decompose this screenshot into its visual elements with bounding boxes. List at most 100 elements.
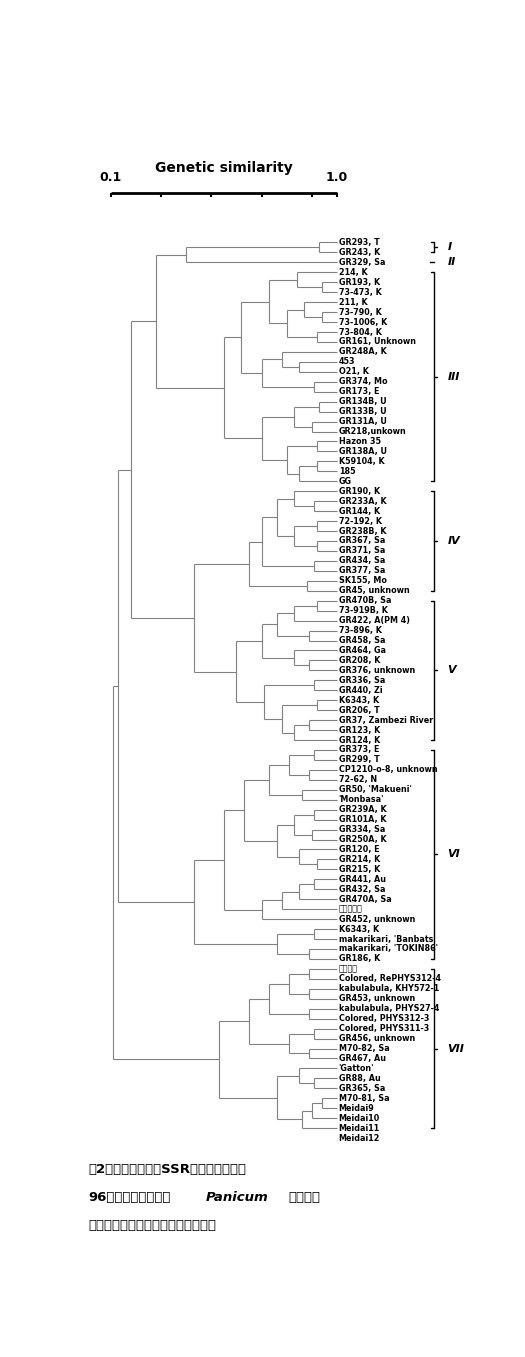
Text: GR329, Sa: GR329, Sa — [339, 258, 385, 267]
Text: 73-790, K: 73-790, K — [339, 308, 382, 316]
Text: 73-1006, K: 73-1006, K — [339, 318, 387, 327]
Text: 73-473, K: 73-473, K — [339, 288, 382, 297]
Text: GR161, Unknown: GR161, Unknown — [339, 338, 416, 346]
Text: GR365, Sa: GR365, Sa — [339, 1084, 385, 1092]
Text: Meidai9: Meidai9 — [339, 1103, 374, 1113]
Text: Colored, PHYS311-3: Colored, PHYS311-3 — [339, 1025, 429, 1033]
Text: Meidai12: Meidai12 — [339, 1133, 380, 1143]
Text: II: II — [448, 258, 456, 267]
Text: 属のギニ: 属のギニ — [288, 1191, 320, 1204]
Text: GG: GG — [339, 476, 352, 486]
Text: Hazon 35: Hazon 35 — [339, 437, 381, 446]
Text: M70-81, Sa: M70-81, Sa — [339, 1094, 390, 1103]
Text: GR131A, U: GR131A, U — [339, 417, 386, 426]
Text: 'Gatton': 'Gatton' — [339, 1064, 374, 1073]
Text: GR123, K: GR123, K — [339, 726, 380, 734]
Text: GR376, unknown: GR376, unknown — [339, 666, 415, 674]
Text: ナツユタカ: ナツユタカ — [339, 905, 362, 913]
Text: GR250A, K: GR250A, K — [339, 835, 386, 844]
Text: GR133B, U: GR133B, U — [339, 407, 386, 417]
Text: GR470B, Sa: GR470B, Sa — [339, 596, 391, 605]
Text: K59104, K: K59104, K — [339, 457, 384, 465]
Text: SK155, Mo: SK155, Mo — [339, 577, 386, 585]
Text: GR214, K: GR214, K — [339, 855, 380, 864]
Text: GR120, E: GR120, E — [339, 845, 379, 854]
Text: GR299, T: GR299, T — [339, 756, 380, 764]
Text: Colored, PHYS312-3: Colored, PHYS312-3 — [339, 1014, 429, 1023]
Text: 'Monbasa': 'Monbasa' — [339, 795, 384, 805]
Text: K6343, K: K6343, K — [339, 924, 379, 934]
Text: GR173, E: GR173, E — [339, 387, 379, 396]
Text: Meidai11: Meidai11 — [339, 1124, 380, 1133]
Text: 73-919B, K: 73-919B, K — [339, 607, 387, 615]
Text: VII: VII — [448, 1044, 465, 1053]
Text: CP1210-o-8, unknown: CP1210-o-8, unknown — [339, 765, 437, 775]
Text: Meidai10: Meidai10 — [339, 1114, 380, 1122]
Text: 1.0: 1.0 — [326, 171, 348, 185]
Text: GR464, Ga: GR464, Ga — [339, 646, 386, 655]
Text: VI: VI — [448, 849, 460, 859]
Text: GR134B, U: GR134B, U — [339, 398, 386, 406]
Text: GR45, unknown: GR45, unknown — [339, 586, 410, 596]
Text: Colored, RePHYS312-4: Colored, RePHYS312-4 — [339, 974, 440, 984]
Text: GR208, K: GR208, K — [339, 655, 380, 665]
Text: V: V — [448, 665, 456, 676]
Text: GR456, unknown: GR456, unknown — [339, 1034, 415, 1044]
Text: GR336, Sa: GR336, Sa — [339, 676, 385, 685]
Text: GR218,unkown: GR218,unkown — [339, 427, 406, 436]
Text: GR367, Sa: GR367, Sa — [339, 536, 385, 546]
Text: M70-82, Sa: M70-82, Sa — [339, 1044, 390, 1053]
Text: IV: IV — [448, 536, 460, 546]
Text: GR458, Sa: GR458, Sa — [339, 636, 385, 645]
Text: 73-804, K: 73-804, K — [339, 327, 382, 337]
Text: GR452, unknown: GR452, unknown — [339, 915, 415, 924]
Text: GR373, E: GR373, E — [339, 745, 379, 754]
Text: 0.1: 0.1 — [100, 171, 122, 185]
Text: 72-192, K: 72-192, K — [339, 517, 382, 525]
Text: GR422, A(PM 4): GR422, A(PM 4) — [339, 616, 410, 626]
Text: 453: 453 — [339, 357, 355, 366]
Text: GR88, Au: GR88, Au — [339, 1073, 381, 1083]
Text: GR440, Zi: GR440, Zi — [339, 685, 382, 695]
Text: 72-62, N: 72-62, N — [339, 775, 377, 784]
Text: GR101A, K: GR101A, K — [339, 816, 386, 824]
Text: 214, K: 214, K — [339, 267, 367, 277]
Text: GR248A, K: GR248A, K — [339, 347, 386, 357]
Text: K6343, K: K6343, K — [339, 696, 379, 704]
Text: GR193, K: GR193, K — [339, 278, 380, 286]
Text: 96品種・遺伝資源（: 96品種・遺伝資源（ — [88, 1191, 171, 1204]
Text: GR50, 'Makueni': GR50, 'Makueni' — [339, 786, 412, 794]
Text: GR243, K: GR243, K — [339, 248, 380, 256]
Text: GR470A, Sa: GR470A, Sa — [339, 894, 392, 904]
Text: GR467, Au: GR467, Au — [339, 1054, 386, 1063]
Text: GR374, Mo: GR374, Mo — [339, 377, 387, 387]
Text: GR37, Zambezi River: GR37, Zambezi River — [339, 715, 433, 725]
Text: GR215, K: GR215, K — [339, 864, 380, 874]
Text: GR206, T: GR206, T — [339, 706, 380, 715]
Text: Genetic similarity: Genetic similarity — [155, 161, 293, 175]
Text: アグラス近縁種を含む）の類縁関係: アグラス近縁種を含む）の類縁関係 — [88, 1219, 216, 1232]
Text: O21, K: O21, K — [339, 368, 369, 376]
Text: GR190, K: GR190, K — [339, 487, 380, 495]
Text: makarikari, 'Banbats': makarikari, 'Banbats' — [339, 935, 435, 943]
Text: GR453, unknown: GR453, unknown — [339, 995, 415, 1003]
Text: III: III — [448, 372, 460, 381]
Text: GR239A, K: GR239A, K — [339, 805, 386, 814]
Text: GR186, K: GR186, K — [339, 954, 380, 963]
Text: GR138A, U: GR138A, U — [339, 446, 387, 456]
Text: I: I — [448, 243, 452, 252]
Text: GR334, Sa: GR334, Sa — [339, 825, 385, 835]
Text: GR441, Au: GR441, Au — [339, 875, 386, 883]
Text: GR377, Sa: GR377, Sa — [339, 566, 385, 575]
Text: kabulabula, PHYS27-4: kabulabula, PHYS27-4 — [339, 1004, 439, 1014]
Text: GR238B, K: GR238B, K — [339, 527, 386, 536]
Text: kabulabula, KHY572-1: kabulabula, KHY572-1 — [339, 984, 439, 993]
Text: 73-896, K: 73-896, K — [339, 626, 382, 635]
Text: GR144, K: GR144, K — [339, 506, 380, 516]
Text: GR371, Sa: GR371, Sa — [339, 547, 385, 555]
Text: GR124, K: GR124, K — [339, 735, 380, 745]
Text: GR233A, K: GR233A, K — [339, 497, 386, 506]
Text: Panicum: Panicum — [206, 1191, 268, 1204]
Text: ナツカゼ: ナツカゼ — [339, 965, 358, 973]
Text: 図2．ギニアグラスSSRマーカーによる: 図2．ギニアグラスSSRマーカーによる — [88, 1163, 246, 1177]
